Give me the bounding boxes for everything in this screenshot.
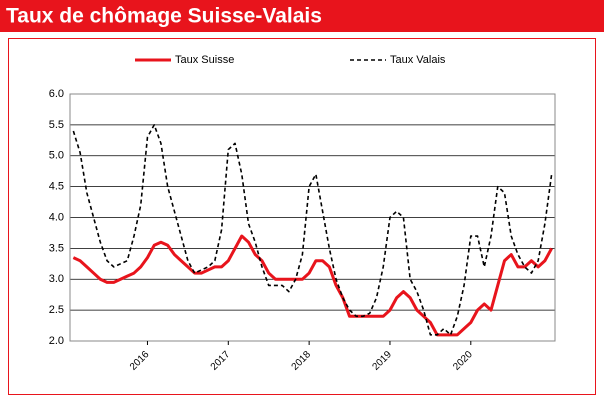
x-tick-label: 2018: [290, 349, 314, 373]
x-tick-label: 2016: [128, 349, 152, 373]
chart-border: [8, 38, 596, 395]
plot-frame: [69, 93, 556, 342]
x-tick-label: 2017: [209, 349, 233, 373]
title-banner: [0, 0, 604, 32]
y-tick-label: 4.5: [49, 181, 64, 193]
y-tick-label: 3.5: [49, 242, 64, 254]
series-line: [72, 124, 553, 336]
series-line: [72, 234, 553, 337]
y-tick-label: 5.5: [49, 119, 64, 131]
y-tick-label: 2.5: [49, 304, 64, 316]
x-tick-label: 2020: [451, 349, 475, 373]
y-tick-label: 4.0: [49, 211, 64, 223]
legend-label: Taux Suisse: [175, 54, 234, 66]
y-tick-label: 3.0: [49, 273, 64, 285]
chart-title: Taux de chômage Suisse-Valais: [6, 5, 322, 28]
y-tick-label: 2.0: [49, 335, 64, 347]
legend-label: Taux Valais: [390, 54, 446, 66]
y-tick-label: 5.0: [49, 150, 64, 162]
y-tick-label: 6.0: [49, 88, 64, 100]
x-tick-label: 2019: [370, 349, 394, 373]
